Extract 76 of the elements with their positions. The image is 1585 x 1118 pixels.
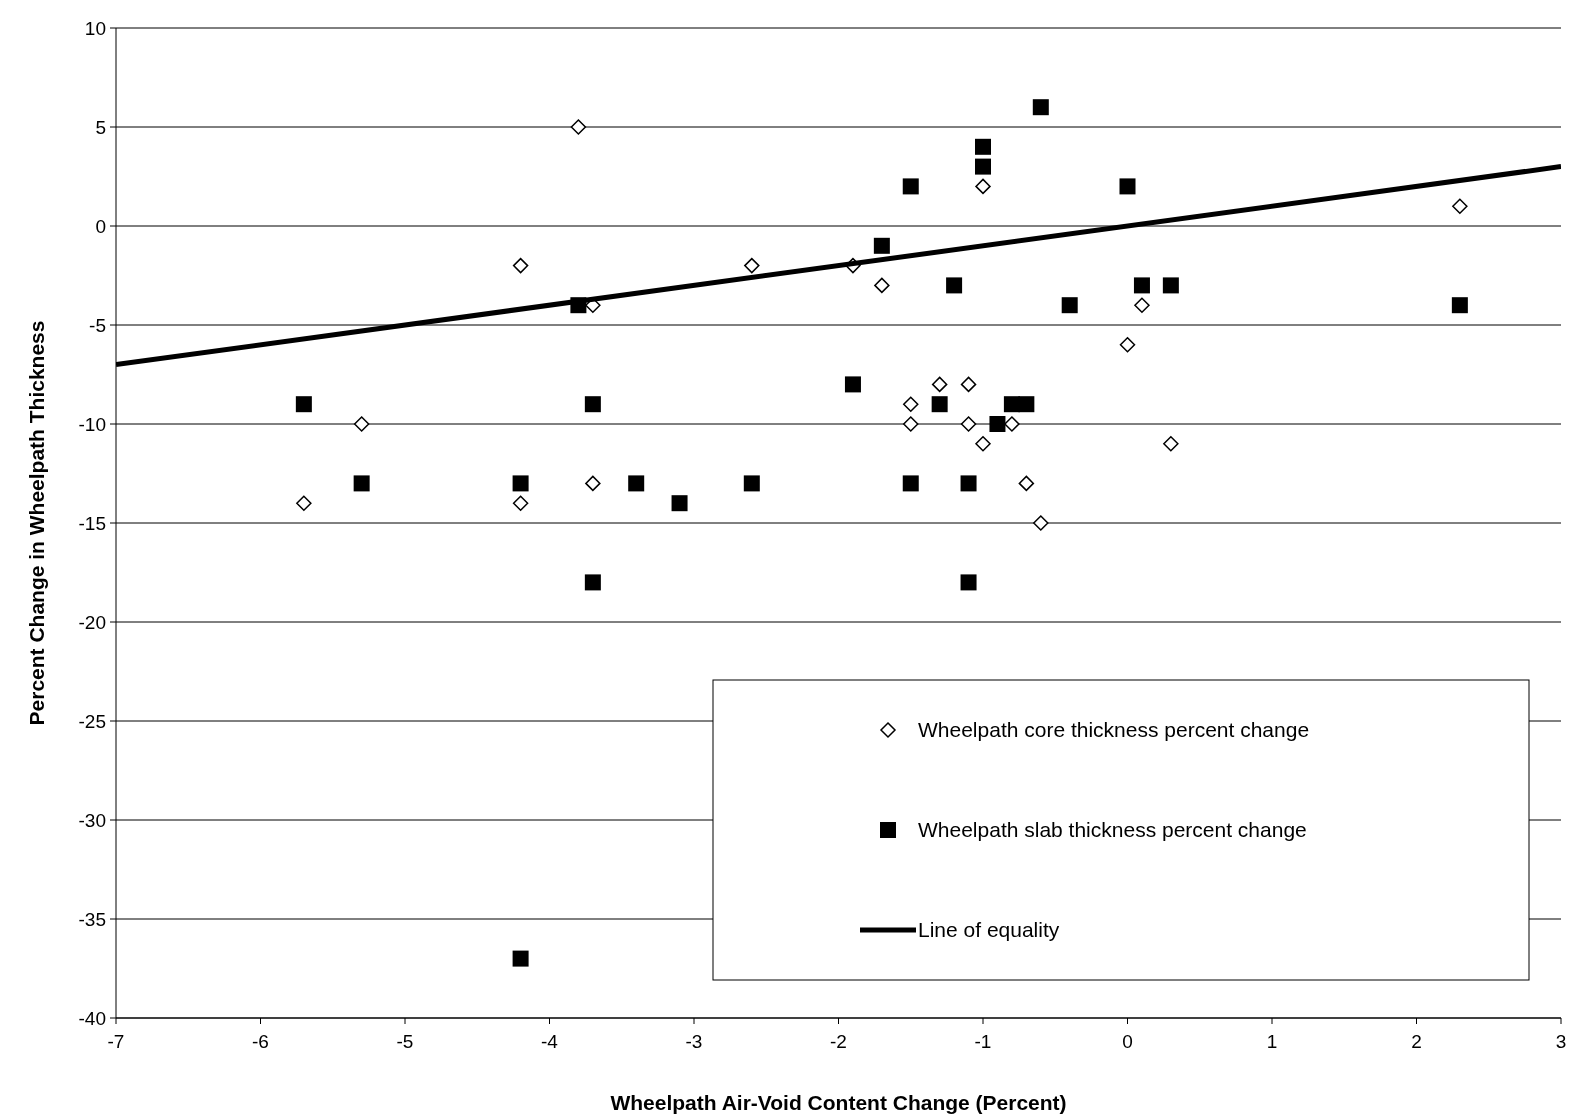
y-tick-label: -10 (78, 413, 106, 435)
point (931, 376, 948, 393)
point (1134, 297, 1150, 313)
point (1018, 396, 1035, 413)
point (744, 257, 760, 274)
point (628, 475, 645, 492)
point (1119, 337, 1136, 353)
x-tick-label: 3 (1555, 1031, 1567, 1052)
point (353, 475, 370, 492)
point (584, 574, 601, 591)
point (584, 396, 601, 413)
x-tick-label: -6 (252, 1031, 269, 1052)
point (296, 495, 312, 511)
x-tick-label: -4 (541, 1031, 559, 1052)
point (960, 376, 977, 393)
point (960, 574, 977, 591)
point (1033, 515, 1049, 531)
point (1032, 99, 1049, 116)
y-tick-label: -30 (78, 809, 106, 831)
point (512, 950, 529, 967)
point (743, 475, 760, 492)
y-tick-label: 10 (84, 17, 106, 39)
point (1119, 178, 1136, 195)
point (903, 396, 919, 412)
point (844, 376, 861, 393)
x-tick-label: -7 (107, 1031, 125, 1052)
point (1451, 297, 1468, 314)
legend-label: Wheelpath core thickness percent change (918, 718, 1310, 742)
point (671, 495, 688, 512)
point (1163, 436, 1179, 452)
y-tick-label: -20 (78, 611, 106, 633)
point (512, 475, 529, 492)
y-axis-title: Percent Change in Wheelpath Thickness (25, 320, 48, 726)
y-tick-label: -35 (78, 908, 106, 930)
point (960, 416, 977, 432)
y-tick-label: -15 (78, 512, 106, 534)
point (975, 436, 991, 452)
point (975, 138, 991, 155)
y-tick-label: -25 (78, 710, 106, 732)
point (903, 416, 919, 432)
point (874, 277, 890, 294)
point (512, 495, 529, 511)
point (295, 396, 312, 413)
point (975, 178, 991, 195)
point (902, 475, 919, 492)
point (931, 396, 948, 413)
point (902, 178, 919, 195)
x-axis-title: Wheelpath Air-Void Content Change (Percent) (610, 1091, 1067, 1114)
point (1452, 198, 1468, 214)
point (989, 416, 1006, 432)
point (1133, 277, 1150, 294)
point (1061, 297, 1078, 314)
x-tick-label: 2 (1411, 1031, 1422, 1052)
point (585, 475, 601, 492)
point (353, 416, 370, 432)
x-tick-label: 0 (1122, 1031, 1133, 1052)
x-tick-label: -3 (685, 1031, 703, 1052)
point (1004, 416, 1020, 432)
point (1018, 475, 1035, 492)
x-tick-label: -2 (830, 1031, 847, 1052)
legend-label: Wheelpath slab thickness percent change (918, 818, 1307, 842)
point (1162, 277, 1179, 294)
x-tick-label: 1 (1266, 1031, 1278, 1052)
y-tick-label: 0 (95, 215, 106, 237)
point (873, 237, 890, 254)
x-tick-label: -5 (396, 1031, 414, 1052)
y-tick-label: -5 (89, 314, 106, 336)
point (975, 158, 991, 175)
x-tick-label: -1 (974, 1031, 992, 1052)
point (960, 475, 977, 492)
point (946, 277, 963, 294)
legend-label: Line of equality (918, 918, 1060, 942)
point (512, 257, 529, 274)
y-tick-label: -40 (78, 1007, 106, 1029)
point (570, 119, 587, 135)
y-tick-label: 5 (95, 116, 106, 138)
